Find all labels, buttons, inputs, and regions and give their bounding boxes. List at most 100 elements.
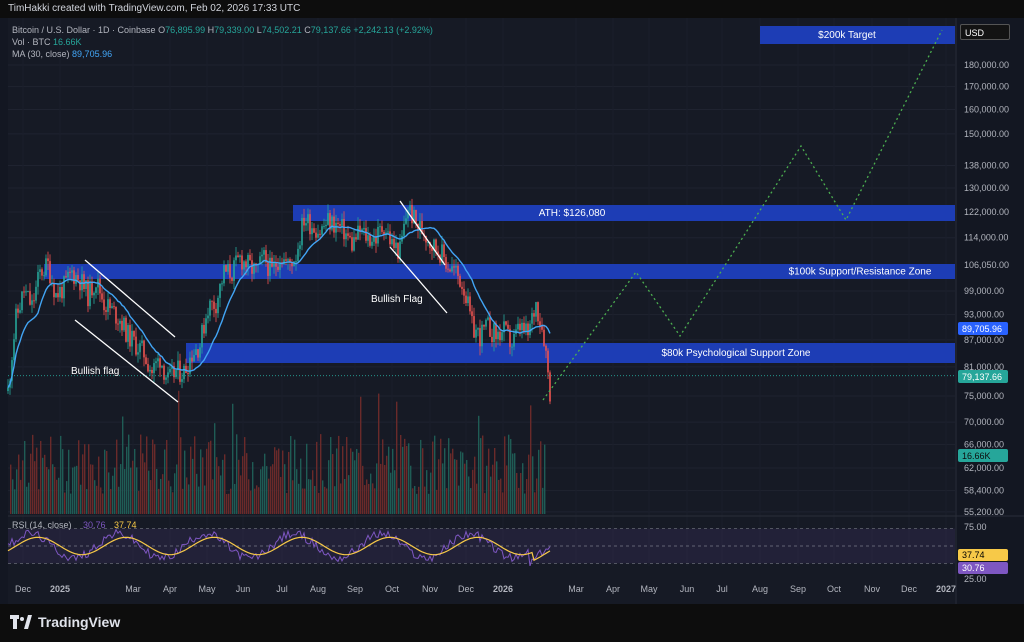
candle-body (83, 274, 85, 290)
volume-bar (372, 483, 374, 514)
price-tick-label: 160,000.00 (964, 105, 1009, 115)
volume-bar (452, 448, 454, 514)
volume-bar (232, 403, 234, 514)
candle-body (33, 300, 35, 302)
candle-body (477, 328, 479, 330)
candle-body (313, 228, 315, 233)
volume-bar (334, 486, 336, 514)
price-tick-label: 122,000.00 (964, 207, 1009, 217)
bullish-flag-label: Bullish flag (71, 366, 119, 377)
volume-bar (442, 463, 444, 514)
candle-body (93, 292, 95, 296)
candle-body (385, 232, 387, 235)
price-tick-label: 62,000.00 (964, 463, 1004, 473)
volume-bar (404, 438, 406, 514)
candle-body (503, 321, 505, 333)
candle-body (421, 220, 423, 234)
volume-bar (318, 492, 320, 514)
candle-body (377, 226, 379, 244)
axis-price-tag-label: 89,705.96 (962, 324, 1002, 334)
volume-bar (480, 438, 482, 514)
volume-bar (428, 493, 430, 514)
volume-bar (184, 450, 186, 514)
candle-body (269, 257, 271, 276)
price-tick-label: 138,000.00 (964, 160, 1009, 170)
currency-selector[interactable]: USD (960, 24, 1010, 40)
candle-body (177, 360, 179, 371)
price-tick-label: 75,000.00 (964, 391, 1004, 401)
candle-body (89, 281, 91, 307)
candle-body (393, 238, 395, 248)
volume-bar (154, 444, 156, 514)
candle-body (347, 233, 349, 236)
volume-bar (380, 463, 382, 514)
candle-body (101, 293, 103, 300)
volume-bar (42, 457, 44, 514)
candle-body (411, 204, 413, 224)
rsi-ma-line (7, 536, 551, 562)
candle-body (263, 250, 265, 255)
volume-bar (306, 443, 308, 514)
candle-body (337, 222, 339, 224)
volume-bar (76, 465, 78, 514)
candle-body (391, 238, 393, 245)
volume-bar (212, 479, 214, 514)
price-tick-label: 170,000.00 (964, 82, 1009, 92)
candle-body (39, 269, 41, 273)
volume-bar (208, 442, 210, 514)
price-chart[interactable]: 180,000.00 170,000.00 160,000.00 150,000.00… (0, 18, 1024, 604)
volume-bar (438, 459, 440, 514)
volume-bar (24, 440, 26, 514)
tradingview-logo-icon (10, 615, 32, 629)
volume-bar (204, 485, 206, 514)
volume-bar (316, 441, 318, 514)
candle-body (415, 209, 417, 224)
candle-body (21, 291, 23, 311)
volume-bar (490, 476, 492, 514)
candle-body (107, 299, 109, 312)
candle-body (427, 241, 429, 243)
volume-bar (390, 472, 392, 514)
candle-body (497, 331, 499, 340)
candle-body (283, 259, 285, 265)
candle-body (231, 277, 233, 281)
volume-bar (30, 453, 32, 514)
volume-bar (132, 460, 134, 514)
volume-bar (228, 493, 230, 514)
volume-bar (492, 464, 494, 514)
volume-bar (156, 468, 158, 514)
volume-bar (238, 459, 240, 514)
candle-body (189, 357, 191, 374)
volume-bar (270, 466, 272, 514)
candle-body (29, 291, 31, 305)
candle-body (371, 241, 373, 246)
candle-body (519, 323, 521, 331)
volume-bar (536, 478, 538, 514)
volume-bar (112, 475, 114, 514)
tradingview-brand[interactable]: TradingView (10, 614, 120, 630)
volume-bar (144, 462, 146, 514)
volume-bar (500, 478, 502, 514)
volume-bar (34, 461, 36, 514)
candle-body (367, 235, 369, 241)
volume-bar (432, 441, 434, 514)
price-tick-label: 66,000.00 (964, 439, 1004, 449)
volume-bar (266, 466, 268, 514)
volume-bar (458, 485, 460, 514)
volume-bar (108, 472, 110, 514)
volume-bar (308, 479, 310, 514)
candle-body (387, 231, 389, 233)
volume-bar (542, 487, 544, 514)
candle-body (431, 247, 433, 251)
volume-bar (388, 446, 390, 514)
candle-body (523, 322, 525, 332)
volume-bar (508, 434, 510, 514)
candle-body (127, 325, 129, 342)
candle-body (403, 223, 405, 236)
volume-bar (434, 435, 436, 514)
candle-body (155, 361, 157, 364)
candle-body (509, 328, 511, 347)
candle-body (375, 236, 377, 244)
candle-body (249, 254, 251, 261)
volume-bar (314, 485, 316, 514)
